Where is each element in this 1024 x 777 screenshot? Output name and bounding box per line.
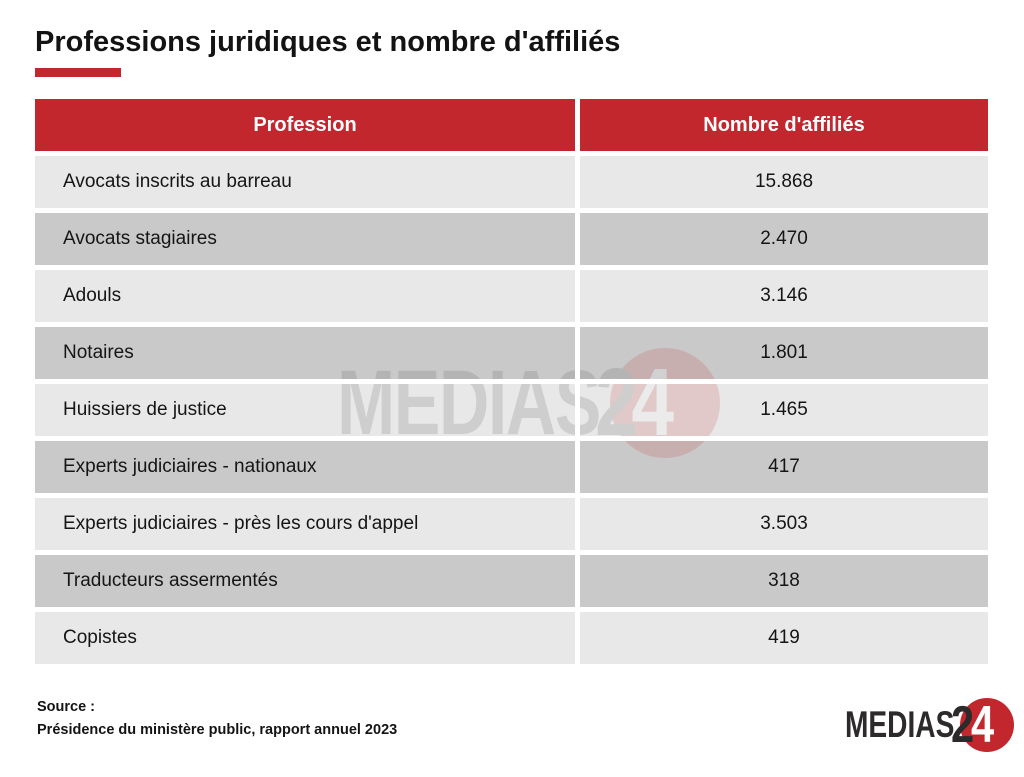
row-gap-mask xyxy=(35,265,988,270)
page-title: Professions juridiques et nombre d'affil… xyxy=(35,26,621,58)
profession-cell: Huissiers de justice xyxy=(35,384,575,436)
profession-cell: Notaires xyxy=(35,327,575,379)
row-gap-mask xyxy=(35,151,988,156)
row-gap-mask xyxy=(35,379,988,384)
profession-cell: Avocats inscrits au barreau xyxy=(35,156,575,208)
data-table: Profession Nombre d'affiliés Avocats ins… xyxy=(35,99,988,664)
profession-cell: Adouls xyxy=(35,270,575,322)
column-header-count: Nombre d'affiliés xyxy=(580,99,988,151)
medias24-logo: MEDIAS 24 xyxy=(845,696,1021,754)
row-gap-mask xyxy=(35,550,988,555)
profession-cell: Traducteurs assermentés xyxy=(35,555,575,607)
row-gap-mask xyxy=(35,322,988,327)
source-label: Source : xyxy=(37,699,96,715)
profession-cell: Copistes xyxy=(35,612,575,664)
count-cell: 318 xyxy=(580,555,988,607)
count-cell: 3.503 xyxy=(580,498,988,550)
count-cell: 3.146 xyxy=(580,270,988,322)
row-gap-mask xyxy=(35,493,988,498)
profession-cell: Experts judiciaires - nationaux xyxy=(35,441,575,493)
row-gap-mask xyxy=(35,436,988,441)
logo-digits: 24 xyxy=(951,696,994,754)
column-header-profession: Profession xyxy=(35,99,575,151)
logo-digit-4: 4 xyxy=(970,696,994,754)
title-accent-bar xyxy=(35,68,121,77)
source-text: Présidence du ministère public, rapport … xyxy=(37,722,398,738)
row-gap-mask xyxy=(35,607,988,612)
profession-cell: Avocats stagiaires xyxy=(35,213,575,265)
row-gap-mask xyxy=(35,208,988,213)
logo-text: MEDIAS xyxy=(845,704,955,745)
count-cell: 419 xyxy=(580,612,988,664)
logo-digit-2: 2 xyxy=(951,696,974,754)
count-cell: 1.801 xyxy=(580,327,988,379)
count-cell: 2.470 xyxy=(580,213,988,265)
source-block: Source : Présidence du ministère public,… xyxy=(37,696,397,742)
logo-circle xyxy=(960,698,1014,752)
count-cell: 1.465 xyxy=(580,384,988,436)
count-cell: 417 xyxy=(580,441,988,493)
profession-cell: Experts judiciaires - près les cours d'a… xyxy=(35,498,575,550)
count-cell: 15.868 xyxy=(580,156,988,208)
